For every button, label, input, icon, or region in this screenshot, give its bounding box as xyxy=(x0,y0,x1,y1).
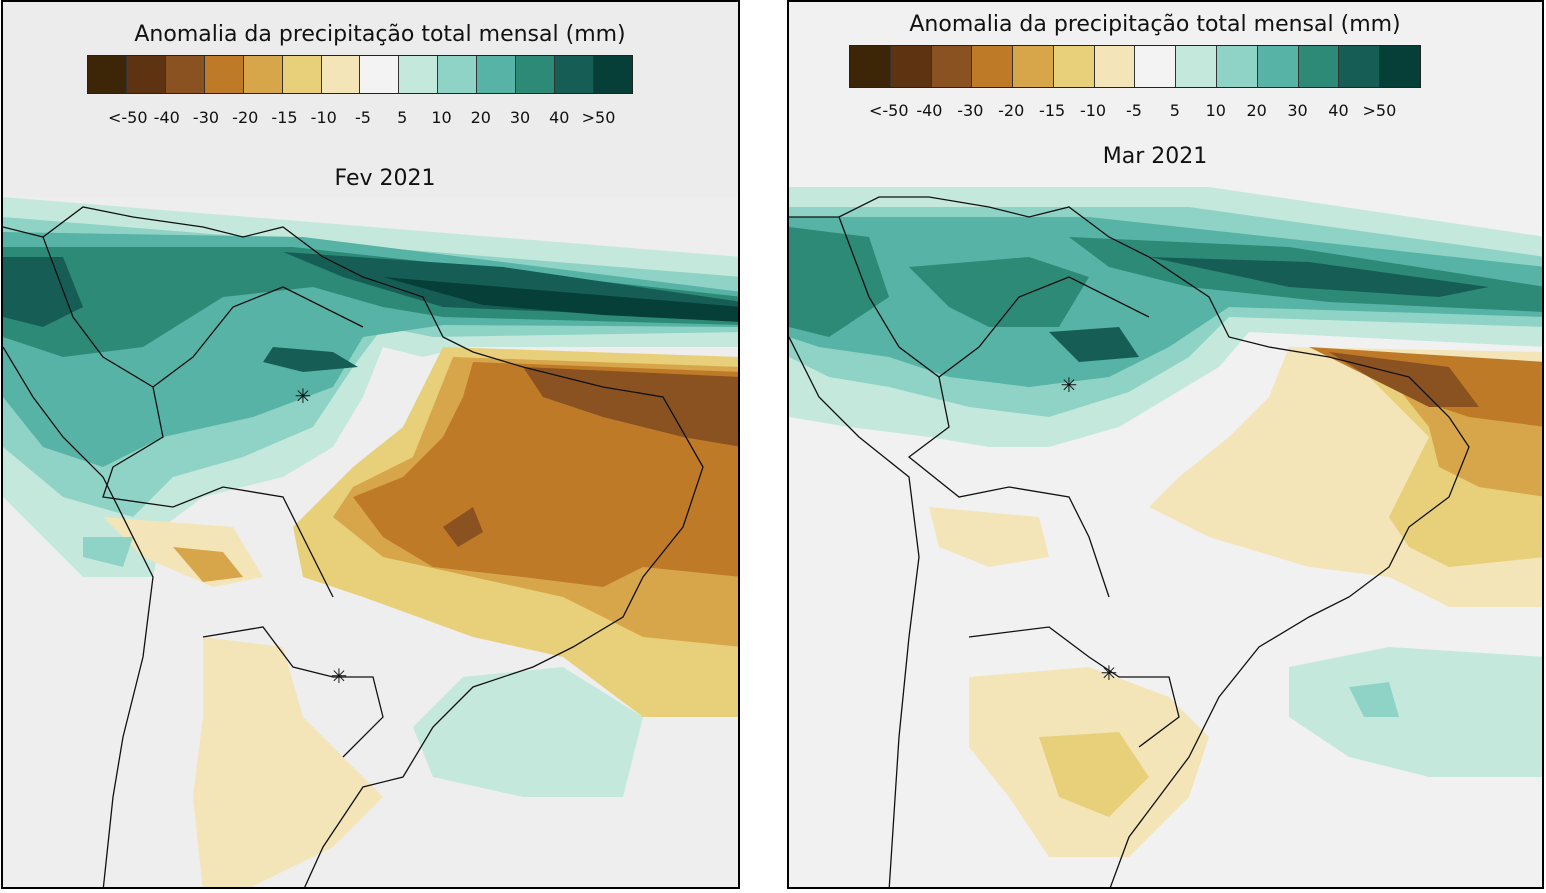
colorbar-swatch xyxy=(1257,46,1299,87)
colorbar-swatch xyxy=(282,56,322,93)
colorbar-tick-label: >50 xyxy=(1362,101,1397,120)
colorbar-tick-label: -20 xyxy=(998,101,1025,120)
colorbar-swatch xyxy=(243,56,283,93)
colorbar-tick-label: -30 xyxy=(957,101,984,120)
colorbar-swatch xyxy=(1176,46,1218,87)
colorbar-swatch xyxy=(399,56,439,93)
colorbar-tick-label: -5 xyxy=(1125,101,1142,120)
svg-text:✳: ✳ xyxy=(295,384,312,408)
colorbar-swatch xyxy=(1135,46,1177,87)
colorbar-swatch xyxy=(1339,46,1381,87)
svg-text:✳: ✳ xyxy=(1101,661,1118,685)
map-panel-mar: Anomalia da precipitação total mensal (m… xyxy=(787,0,1544,889)
precipitation-anomaly-map: ✳ ✳ xyxy=(789,177,1542,887)
colorbar-swatch xyxy=(972,46,1014,87)
colorbar-swatch xyxy=(477,56,517,93)
colorbar-tick-label: 20 xyxy=(470,108,491,127)
colorbar-tick-label: 40 xyxy=(549,108,570,127)
svg-text:✳: ✳ xyxy=(1061,373,1078,397)
colorbar-swatch xyxy=(1217,46,1258,87)
colorbar-tick-label: -40 xyxy=(916,101,943,120)
colorbar-swatch xyxy=(1298,46,1340,87)
colorbar-swatch xyxy=(850,46,891,87)
colorbar-tick-label: -10 xyxy=(310,108,337,127)
panel-title: Mar 2021 xyxy=(1102,144,1208,169)
colorbar-tick-label: -10 xyxy=(1079,101,1107,120)
colorbar-tick-label: 20 xyxy=(1246,101,1267,120)
colorbar-swatch xyxy=(321,56,361,93)
colorbar-swatch xyxy=(516,56,556,93)
colorbar-tick-label: <-50 xyxy=(869,101,909,120)
colorbar-tick-label: 10 xyxy=(431,108,452,127)
colorbar-swatch xyxy=(438,56,478,93)
colorbar-tick-label: >50 xyxy=(581,108,616,127)
colorbar-tick-label: 30 xyxy=(1287,101,1308,120)
colorbar xyxy=(849,45,1421,88)
precipitation-anomaly-map: ✳ ✳ xyxy=(3,197,738,887)
map-panel-fev: Anomalia da precipitação total mensal (m… xyxy=(1,0,740,889)
colorbar-tick-label: 5 xyxy=(397,108,408,127)
colorbar-swatch xyxy=(126,56,166,93)
colorbar-title: Anomalia da precipitação total mensal (m… xyxy=(134,22,626,47)
colorbar-swatch xyxy=(88,56,127,93)
panel-title: Fev 2021 xyxy=(334,166,436,191)
colorbar-tick-label: 10 xyxy=(1205,101,1226,120)
colorbar-tick-label: -30 xyxy=(192,108,220,127)
colorbar-ticks: <-50 -40 -30 -20 -15 -10 -5 5 10 20 30 40 >50 xyxy=(869,101,1399,120)
colorbar-swatch xyxy=(204,56,244,93)
colorbar-swatch xyxy=(1013,46,1054,87)
colorbar-title: Anomalia da precipitação total mensal (m… xyxy=(909,12,1401,37)
colorbar-swatch xyxy=(931,46,973,87)
colorbar-swatch xyxy=(1380,46,1420,87)
svg-text:✳: ✳ xyxy=(331,664,348,688)
colorbar-tick-label: <-50 xyxy=(108,108,148,127)
colorbar-tick-label: 40 xyxy=(1328,101,1349,120)
colorbar-tick-label: -15 xyxy=(1039,101,1066,120)
colorbar-swatch xyxy=(593,56,632,93)
colorbar-tick-label: -5 xyxy=(355,108,371,127)
colorbar-swatch xyxy=(890,46,932,87)
colorbar-swatch xyxy=(165,56,205,93)
colorbar-swatch xyxy=(360,56,400,93)
colorbar-tick-label: -40 xyxy=(153,108,180,127)
colorbar-swatch xyxy=(555,56,594,93)
colorbar-tick-label: 30 xyxy=(509,108,531,127)
colorbar-tick-label: -20 xyxy=(232,108,259,127)
colorbar-ticks: <-50 -40 -30 -20 -15 -10 -5 5 10 20 30 40 >50 xyxy=(108,108,618,127)
colorbar-tick-label: -15 xyxy=(271,108,298,127)
colorbar xyxy=(87,55,633,94)
colorbar-swatch xyxy=(1053,46,1095,87)
colorbar-tick-label: 5 xyxy=(1169,101,1180,120)
colorbar-swatch xyxy=(1094,46,1136,87)
